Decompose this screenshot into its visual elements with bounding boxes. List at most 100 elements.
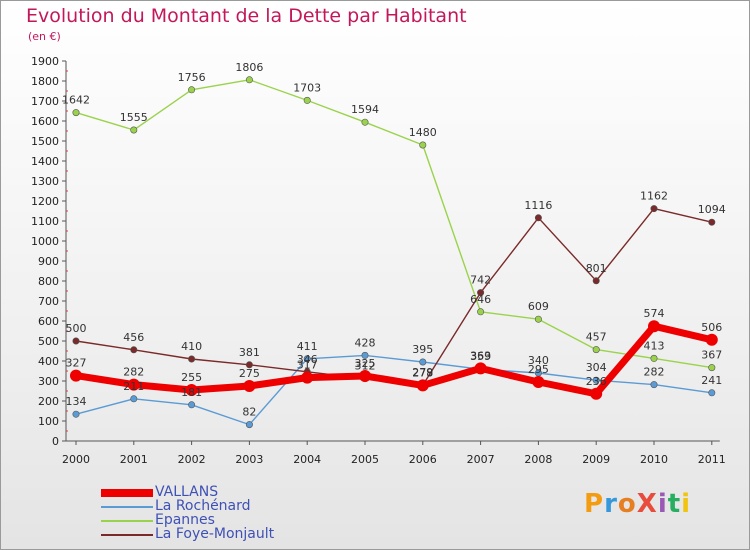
y-tick-label: 1100 xyxy=(31,215,59,228)
data-point-vallans xyxy=(359,370,371,382)
data-point-vallans xyxy=(185,384,198,396)
x-tick-label: 2005 xyxy=(351,453,379,466)
data-label-epannes: 1756 xyxy=(178,71,206,84)
data-label-la-foye-monjault: 1116 xyxy=(524,199,552,212)
y-tick-label: 1000 xyxy=(31,235,59,248)
data-label-la-rochenard: 395 xyxy=(412,343,433,356)
data-label-la-rochenard: 134 xyxy=(66,395,87,408)
data-point-epannes xyxy=(708,364,716,372)
legend-label-la-foye-monjault: La Foye-Monjault xyxy=(155,526,275,542)
legend-swatch-la-foye-monjault xyxy=(101,534,153,536)
data-point-epannes xyxy=(245,76,253,84)
x-tick-label: 2006 xyxy=(409,453,437,466)
y-tick-label: 100 xyxy=(38,415,59,428)
data-point-epannes xyxy=(592,346,600,354)
data-point-la-foye-monjault xyxy=(130,346,138,354)
y-tick-label: 200 xyxy=(38,395,59,408)
proxiti-logo: ProXiti xyxy=(584,489,691,519)
data-label-la-foye-monjault: 500 xyxy=(66,322,87,335)
data-label-la-foye-monjault: 279 xyxy=(412,366,433,379)
logo-letter: i xyxy=(681,489,692,519)
data-label-la-foye-monjault: 410 xyxy=(181,340,202,353)
data-label-epannes: 1703 xyxy=(293,81,321,94)
data-point-la-foye-monjault xyxy=(188,355,196,363)
data-point-epannes xyxy=(477,308,485,316)
data-label-la-foye-monjault: 456 xyxy=(123,331,144,344)
data-label-epannes: 1594 xyxy=(351,103,379,116)
data-point-vallans xyxy=(590,387,603,400)
legend-item-epannes: Epannes xyxy=(101,512,401,528)
data-point-epannes xyxy=(188,86,196,94)
x-tick-label: 2010 xyxy=(640,453,668,466)
x-tick-label: 2000 xyxy=(62,453,90,466)
chart-title: Evolution du Montant de la Dette par Hab… xyxy=(26,5,467,27)
y-tick-label: 700 xyxy=(38,295,59,308)
data-label-vallans: 275 xyxy=(239,367,260,380)
y-tick-label: 600 xyxy=(38,315,59,328)
data-point-vallans xyxy=(243,380,256,392)
data-label-la-rochenard: 282 xyxy=(644,366,665,379)
data-label-vallans: 325 xyxy=(355,357,376,370)
data-point-vallans xyxy=(532,376,545,388)
data-label-vallans: 574 xyxy=(644,307,665,320)
y-tick-label: 800 xyxy=(38,275,59,288)
data-point-vallans xyxy=(70,369,82,382)
data-point-la-foye-monjault xyxy=(592,277,600,285)
x-tick-label: 2004 xyxy=(293,453,321,466)
y-tick-label: 400 xyxy=(38,355,59,368)
data-point-vallans xyxy=(648,320,660,333)
legend-swatch-la-rochenard xyxy=(101,506,153,508)
series-line-vallans xyxy=(75,322,713,398)
data-point-vallans xyxy=(705,333,718,346)
data-point-la-rochenard xyxy=(592,376,600,384)
legend: VALLANS La Rochénard Epannes La Foye-Mon… xyxy=(101,484,401,542)
data-point-la-foye-monjault xyxy=(477,289,485,297)
y-tick-label: 900 xyxy=(38,255,59,268)
y-tick-label: 1300 xyxy=(31,175,59,188)
data-label-epannes: 609 xyxy=(528,300,549,313)
data-label-vallans: 327 xyxy=(66,357,87,370)
data-label-la-foye-monjault: 1094 xyxy=(698,203,726,216)
series-line-epannes xyxy=(75,79,712,369)
data-point-la-rochenard xyxy=(708,389,716,397)
x-tick-label: 2002 xyxy=(178,453,206,466)
data-label-vallans: 255 xyxy=(181,371,202,384)
legend-swatch-vallans xyxy=(101,489,153,497)
y-tick-label: 1500 xyxy=(31,135,59,148)
x-tick-label: 2003 xyxy=(235,453,263,466)
logo-letter: t xyxy=(667,489,682,519)
x-tick-label: 2007 xyxy=(467,453,495,466)
logo-letter: X xyxy=(636,489,658,519)
data-label-la-rochenard: 340 xyxy=(528,354,549,367)
y-tick-label: 300 xyxy=(38,375,59,388)
y-tick-label: 1200 xyxy=(31,195,59,208)
data-point-la-foye-monjault xyxy=(245,361,253,369)
data-label-la-rochenard: 181 xyxy=(181,386,202,399)
data-point-vallans xyxy=(127,378,140,391)
y-tick-label: 1700 xyxy=(31,95,59,108)
data-label-la-rochenard: 428 xyxy=(355,336,376,349)
legend-swatch-epannes xyxy=(101,520,153,522)
data-point-vallans xyxy=(416,379,429,392)
data-point-epannes xyxy=(72,109,80,117)
data-point-epannes xyxy=(419,141,427,149)
data-label-la-rochenard: 82 xyxy=(242,406,256,419)
x-tick-label: 2008 xyxy=(524,453,552,466)
data-label-epannes: 367 xyxy=(701,349,722,362)
legend-item-la-foye-monjault: La Foye-Monjault xyxy=(101,526,401,542)
data-label-la-rochenard: 411 xyxy=(297,340,318,353)
legend-label-la-rochenard: La Rochénard xyxy=(155,498,251,514)
logo-letter: i xyxy=(657,489,668,519)
data-point-la-rochenard xyxy=(650,381,658,389)
data-label-epannes: 1806 xyxy=(235,61,263,74)
data-point-epannes xyxy=(130,126,138,134)
data-label-epannes: 1555 xyxy=(120,111,148,124)
y-tick-label: 500 xyxy=(38,335,59,348)
x-tick-label: 2009 xyxy=(582,453,610,466)
data-point-la-rochenard xyxy=(245,421,253,429)
data-point-la-rochenard xyxy=(72,410,80,418)
legend-item-la-rochenard: La Rochénard xyxy=(101,498,401,514)
logo-letter: o xyxy=(617,489,637,519)
